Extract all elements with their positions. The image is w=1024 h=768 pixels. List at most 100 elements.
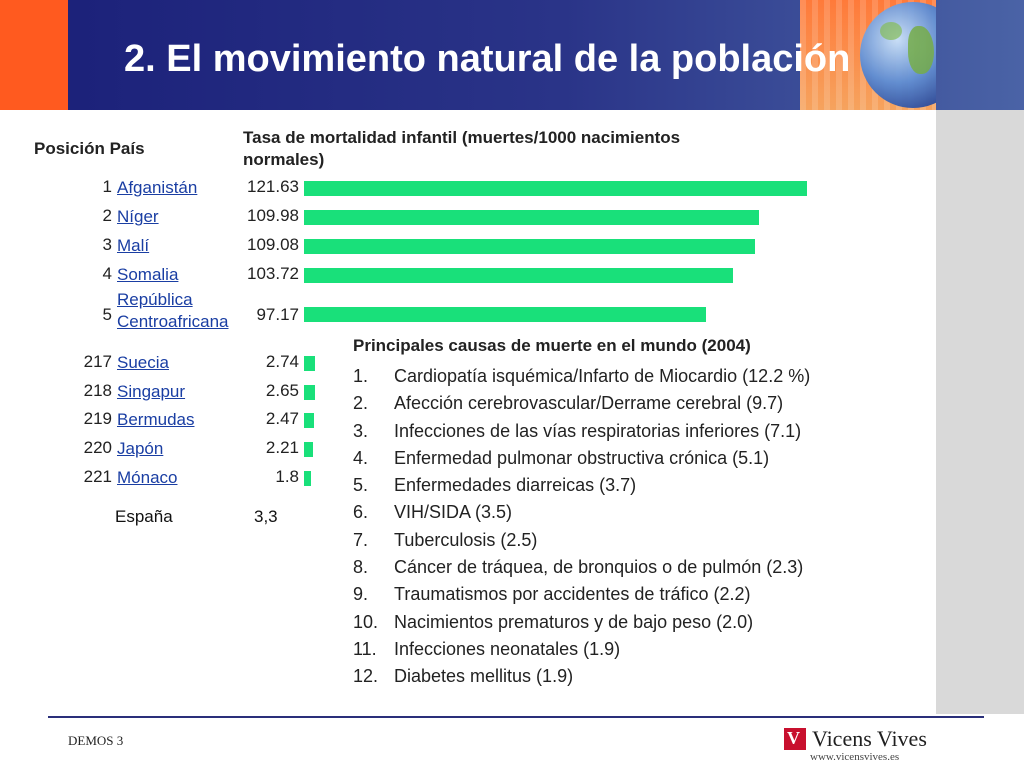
country-link[interactable]: Níger xyxy=(117,207,159,226)
bar xyxy=(304,385,315,400)
list-item: 10. Nacimientos prematuros y de bajo peso… xyxy=(353,612,810,639)
country-link[interactable]: Bermudas xyxy=(117,410,195,429)
bar xyxy=(304,356,315,371)
footer-divider xyxy=(48,716,984,718)
value-label: 2.47 xyxy=(265,409,299,428)
list-item: 11. Infecciones neonatales (1.9) xyxy=(353,639,810,666)
table-row: 1 Afganistán 121.63 xyxy=(0,177,860,203)
list-item-number: 8. xyxy=(353,557,369,578)
list-item-text: Tuberculosis (2.5) xyxy=(394,529,538,550)
list-item-text: Diabetes mellitus (1.9) xyxy=(394,666,574,687)
list-item-text: Nacimientos prematuros y de bajo peso (2… xyxy=(394,611,754,632)
spain-label: España xyxy=(115,507,173,526)
brand-name: Vicens Vives xyxy=(812,726,927,751)
value-label: 1.8 xyxy=(275,467,299,486)
bar xyxy=(304,239,755,254)
list-item-number: 3. xyxy=(353,420,369,441)
value-label: 103.72 xyxy=(247,264,299,283)
list-item: 3. Infecciones de las vías respiratorias … xyxy=(353,421,810,448)
table-row: 4 Somalia 103.72 xyxy=(0,264,860,290)
side-panel xyxy=(936,110,1024,714)
rank-label: 218 xyxy=(83,381,112,400)
bar xyxy=(304,181,807,196)
value-label: 2.74 xyxy=(265,352,299,371)
country-link[interactable]: Singapur xyxy=(117,382,186,401)
rank-label: 221 xyxy=(83,467,112,486)
list-item-number: 5. xyxy=(353,475,369,496)
list-item-number: 12. xyxy=(353,666,379,687)
brand-logo-icon xyxy=(784,728,806,750)
list-item-text: Infecciones neonatales (1.9) xyxy=(394,638,621,659)
list-item-text: Enfermedad pulmonar obstructiva crónica … xyxy=(394,447,770,468)
rank-label: 4 xyxy=(102,264,112,283)
value-label: 97.17 xyxy=(256,305,299,324)
page-title: 2. El movimiento natural de la población xyxy=(124,38,851,80)
list-item: 2. Afección cerebrovascular/Derrame cereb… xyxy=(353,393,810,420)
list-item: 4. Enfermedad pulmonar obstructiva crónic… xyxy=(353,448,810,475)
rank-label: 3 xyxy=(102,235,112,254)
list-item-number: 7. xyxy=(353,529,369,550)
column-header-rate: Tasa de mortalidad infantil (muertes/100… xyxy=(243,128,681,169)
country-link[interactable]: Suecia xyxy=(117,353,169,372)
list-item: 7. Tuberculosis (2.5) xyxy=(353,530,810,557)
bar xyxy=(304,442,313,457)
list-item-text: VIH/SIDA (3.5) xyxy=(394,502,513,523)
brand-url[interactable]: www.vicensvives.es xyxy=(810,751,900,763)
list-item-text: Traumatismos por accidentes de tráfico (… xyxy=(394,584,751,605)
rank-label: 2 xyxy=(102,206,112,225)
footer-label: DEMOS 3 xyxy=(68,733,124,748)
column-header-position-country: Posición País xyxy=(34,139,145,158)
bar xyxy=(304,413,314,428)
list-item: 8. Cáncer de tráquea, de bronquios o de p… xyxy=(353,557,810,584)
country-link[interactable]: Somalia xyxy=(117,265,179,284)
list-item: 6. VIH/SIDA (3.5) xyxy=(353,502,810,529)
list-item: 5. Enfermedades diarreicas (3.7) xyxy=(353,475,810,502)
globe-image xyxy=(800,0,936,110)
list-item-number: 4. xyxy=(353,447,369,468)
table-row: 220 Japón 2.21 xyxy=(0,438,860,464)
spain-value: 3,3 xyxy=(254,507,278,526)
causes-list: 1. Cardiopatía isquémica/Infarto de Mioca… xyxy=(353,366,810,694)
list-item-number: 11. xyxy=(353,638,377,659)
country-link[interactable]: Malí xyxy=(117,236,150,255)
table-row: 218 Singapur 2.65 xyxy=(0,381,860,407)
list-item: 1. Cardiopatía isquémica/Infarto de Mioca… xyxy=(353,366,810,393)
list-item-number: 6. xyxy=(353,502,369,523)
bar xyxy=(304,307,706,322)
bar xyxy=(304,210,759,225)
rank-label: 1 xyxy=(102,177,112,196)
causes-title: Principales causas de muerte en el mundo… xyxy=(353,336,751,355)
value-label: 109.08 xyxy=(247,235,299,254)
value-label: 2.21 xyxy=(265,438,299,457)
rank-label: 220 xyxy=(83,438,112,457)
list-item: 12. Diabetes mellitus (1.9) xyxy=(353,666,810,693)
country-link[interactable]: Afganistán xyxy=(117,178,198,197)
bar xyxy=(304,268,733,283)
accent-block xyxy=(0,0,68,110)
value-label: 109.98 xyxy=(247,206,299,225)
table-row: 3 Malí 109.08 xyxy=(0,235,860,261)
table-row: 2 Níger 109.98 xyxy=(0,206,860,232)
table-row: 221 Mónaco 1.8 xyxy=(0,467,860,493)
list-item: 9. Traumatismos por accidentes de tráfico… xyxy=(353,584,810,611)
bar xyxy=(304,471,311,486)
country-link[interactable]: Japón xyxy=(117,439,164,458)
list-item-text: Cardiopatía isquémica/Infarto de Miocard… xyxy=(394,366,811,386)
table-row: 219 Bermudas 2.47 xyxy=(0,409,860,435)
country-link[interactable]: Mónaco xyxy=(117,468,178,487)
list-item-number: 9. xyxy=(353,584,369,605)
rank-label: 217 xyxy=(83,352,112,371)
list-item-text: Enfermedades diarreicas (3.7) xyxy=(394,475,637,496)
list-item-number: 2. xyxy=(353,393,369,414)
table-row: 217 Suecia 2.74 xyxy=(0,352,860,378)
value-label: 2.65 xyxy=(265,381,299,400)
list-item-number: 10. xyxy=(353,611,379,632)
country-link[interactable]: República Centroafricana xyxy=(117,290,229,331)
globe-icon xyxy=(860,2,936,108)
list-item-text: Cáncer de tráquea, de bronquios o de pul… xyxy=(394,557,804,578)
rank-label: 5 xyxy=(102,305,112,324)
list-item-text: Afección cerebrovascular/Derrame cerebra… xyxy=(394,393,784,414)
list-item-number: 1. xyxy=(353,366,369,386)
rank-label: 219 xyxy=(83,409,112,428)
table-row: 5 República Centroafricana 97.17 xyxy=(0,290,860,331)
